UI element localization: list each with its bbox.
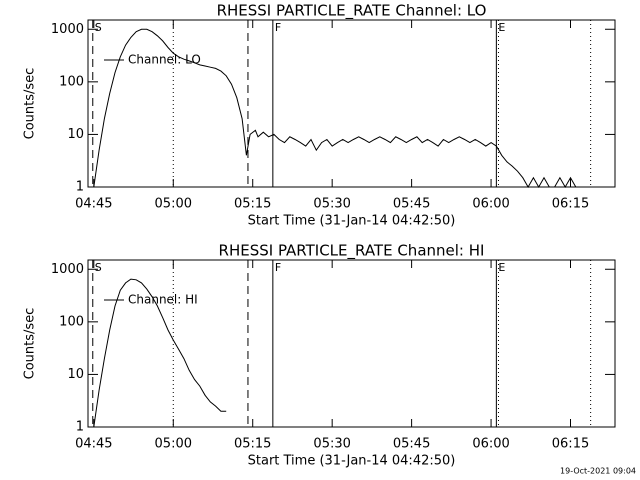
event-label: E — [498, 21, 505, 34]
y-tick-label: 1 — [76, 420, 84, 435]
x-axis-label: Start Time (31-Jan-14 04:42:50) — [248, 214, 456, 229]
x-tick-label: 06:00 — [472, 437, 509, 452]
footer: 19-Oct-2021 09:04 — [560, 467, 636, 476]
chart-title: RHESSI PARTICLE_RATE Channel: HI — [219, 242, 485, 261]
x-tick-label: 04:45 — [75, 197, 112, 212]
y-tick-label: 10 — [67, 127, 84, 142]
x-tick-label: 05:30 — [313, 197, 350, 212]
y-tick-label: 100 — [59, 314, 84, 329]
legend-label: Channel: HI — [128, 293, 198, 307]
series-line — [93, 28, 577, 189]
y-tick-label: 10 — [67, 367, 84, 382]
y-tick-label: 1000 — [51, 22, 84, 37]
chart-title: RHESSI PARTICLE_RATE Channel: LO — [217, 2, 487, 21]
y-tick-label: 1000 — [51, 262, 84, 277]
x-tick-label: 05:45 — [393, 197, 430, 212]
legend-label: Channel: LO — [128, 53, 201, 67]
plot-frame — [87, 19, 616, 188]
x-tick-label: 05:30 — [313, 437, 350, 452]
x-tick-label: 06:15 — [552, 437, 589, 452]
x-tick-label: 05:45 — [393, 437, 430, 452]
event-label: S — [95, 21, 102, 34]
y-axis-label: Counts/sec — [23, 68, 38, 140]
y-tick-label: 100 — [59, 74, 84, 89]
x-tick-label: 05:15 — [234, 437, 271, 452]
x-tick-label: 04:45 — [75, 437, 112, 452]
plot-frame — [87, 259, 616, 428]
series-line — [93, 278, 227, 428]
y-axis-label: Counts/sec — [23, 308, 38, 380]
x-tick-label: 05:00 — [155, 197, 192, 212]
event-label: F — [275, 261, 281, 274]
y-tick-label: 1 — [76, 180, 84, 195]
x-tick-label: 06:00 — [472, 197, 509, 212]
x-tick-label: 05:00 — [155, 437, 192, 452]
x-axis-label: Start Time (31-Jan-14 04:42:50) — [248, 454, 456, 469]
event-label: F — [275, 21, 281, 34]
x-tick-label: 05:15 — [234, 197, 271, 212]
x-tick-label: 06:15 — [552, 197, 589, 212]
event-label: S — [95, 261, 102, 274]
event-label: E — [498, 261, 505, 274]
